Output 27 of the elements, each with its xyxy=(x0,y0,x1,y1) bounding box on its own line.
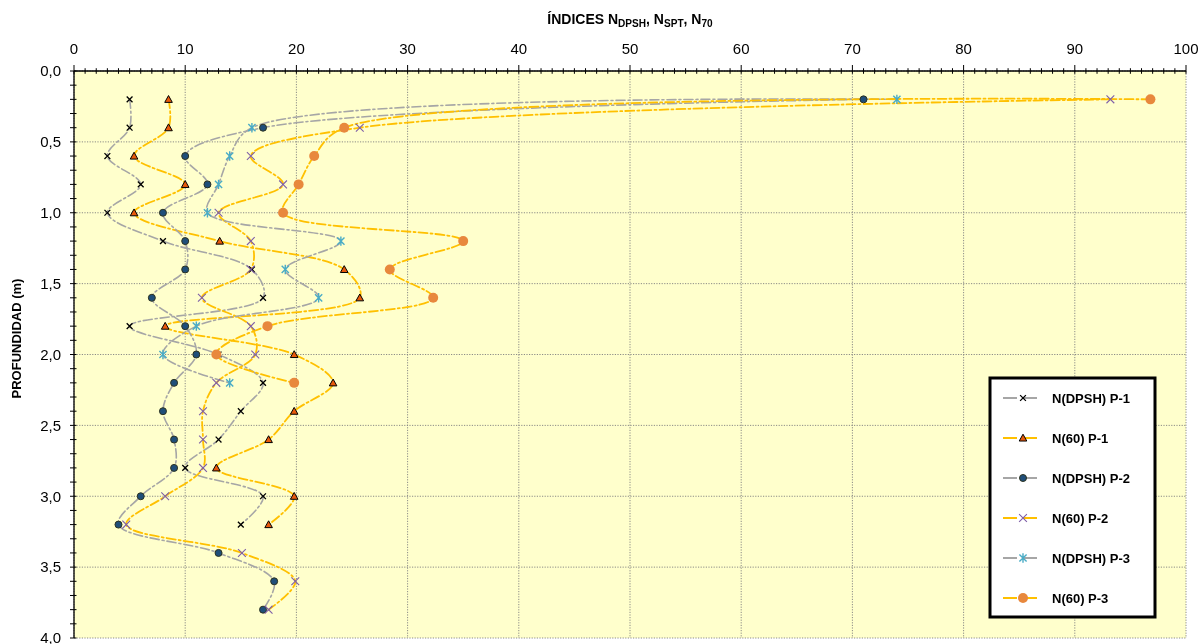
x-tick-label: 30 xyxy=(399,40,416,57)
x-tick-label: 50 xyxy=(621,40,639,57)
x-tick-label: 40 xyxy=(510,40,528,57)
legend-label: N(60) P-3 xyxy=(1052,590,1109,606)
y-tick-label: 3,0 xyxy=(40,487,61,505)
x-tick-label: 10 xyxy=(176,40,194,57)
x-axis-title: ÍNDICES N$_{DPSH}$, N$_{SPT}$, N$_{70}$ xyxy=(547,11,714,29)
y-tick-label: 0,0 xyxy=(40,62,61,80)
y-tick-label: 2,0 xyxy=(40,345,61,363)
legend-label: N(DPSH) P-1 xyxy=(1052,390,1131,406)
y-tick-label: 0,5 xyxy=(40,133,61,151)
legend-label: N(DPSH) P-3 xyxy=(1052,550,1131,566)
x-tick-label: 20 xyxy=(288,40,305,57)
x-tick-label: 80 xyxy=(955,40,972,57)
y-tick-label: 1,5 xyxy=(40,274,61,292)
y-tick-label: 3,5 xyxy=(40,558,61,576)
y-tick-label: 2,5 xyxy=(40,416,61,434)
x-tick-label: 60 xyxy=(732,40,750,57)
x-tick-label: 70 xyxy=(844,40,861,57)
legend-label: N(DPSH) P-2 xyxy=(1052,470,1131,486)
x-tick-label: 90 xyxy=(1066,40,1084,57)
x-tick-label: 100 xyxy=(1173,40,1199,57)
y-axis-title: PROFUNDIDAD (m) xyxy=(9,278,24,399)
x-tick-label: 0 xyxy=(69,40,79,57)
y-tick-label: 1,0 xyxy=(40,204,61,221)
legend-label: N(60) P-2 xyxy=(1052,510,1109,526)
legend-label: N(60) P-1 xyxy=(1052,430,1109,446)
